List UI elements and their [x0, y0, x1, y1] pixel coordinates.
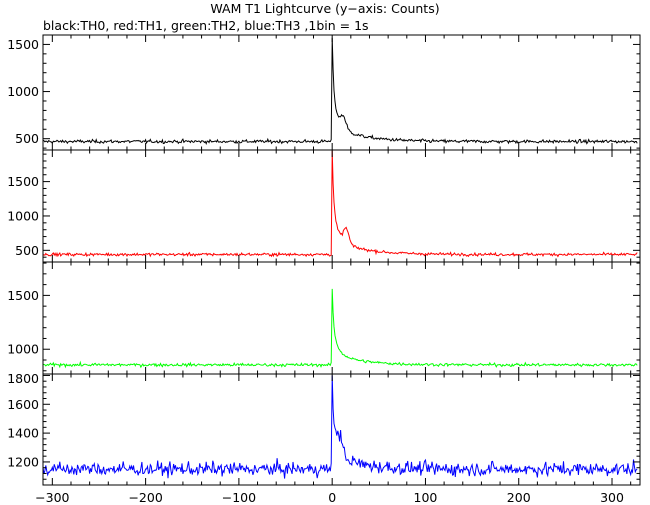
y-tick-label-TH1: 1500: [7, 174, 39, 189]
x-tick-label: 200: [507, 490, 531, 505]
y-tick-label-TH2: 1500: [7, 288, 39, 303]
y-tick-label-TH0: 1000: [7, 84, 39, 99]
x-tick-label: 300: [600, 490, 624, 505]
panel-frame-TH0: [42, 34, 641, 151]
y-tick-label-TH3: 1200: [7, 454, 39, 469]
x-tick-label: −300: [35, 490, 69, 505]
series-line-TH3: [42, 375, 638, 479]
panel-frame-TH3: [42, 373, 641, 486]
y-tick-label-TH3: 1400: [7, 426, 39, 441]
y-tick-label-TH1: 500: [15, 243, 39, 258]
series-line-TH1: [42, 150, 638, 258]
y-tick-label-TH1: 1000: [7, 208, 39, 223]
chart-subtitle: black:TH0, red:TH1, green:TH2, blue:TH3 …: [43, 18, 369, 33]
panel-frame-TH1: [42, 149, 641, 263]
x-tick-label: −100: [222, 490, 256, 505]
chart-title: WAM T1 Lightcurve (y−axis: Counts): [210, 1, 440, 16]
y-tick-label-TH0: 1500: [7, 37, 39, 52]
y-tick-label-TH3: 1600: [7, 397, 39, 412]
y-tick-label-TH0: 500: [15, 131, 39, 146]
y-tick-label-TH3: 1800: [7, 371, 39, 386]
series-line-TH2: [42, 288, 638, 369]
x-tick-label: 100: [414, 490, 438, 505]
series-line-TH0: [42, 37, 638, 146]
x-tick-label: −200: [128, 490, 162, 505]
panel-frame-TH2: [42, 261, 641, 375]
x-tick-label: 0: [328, 490, 336, 505]
y-tick-label-TH2: 1000: [7, 342, 39, 357]
